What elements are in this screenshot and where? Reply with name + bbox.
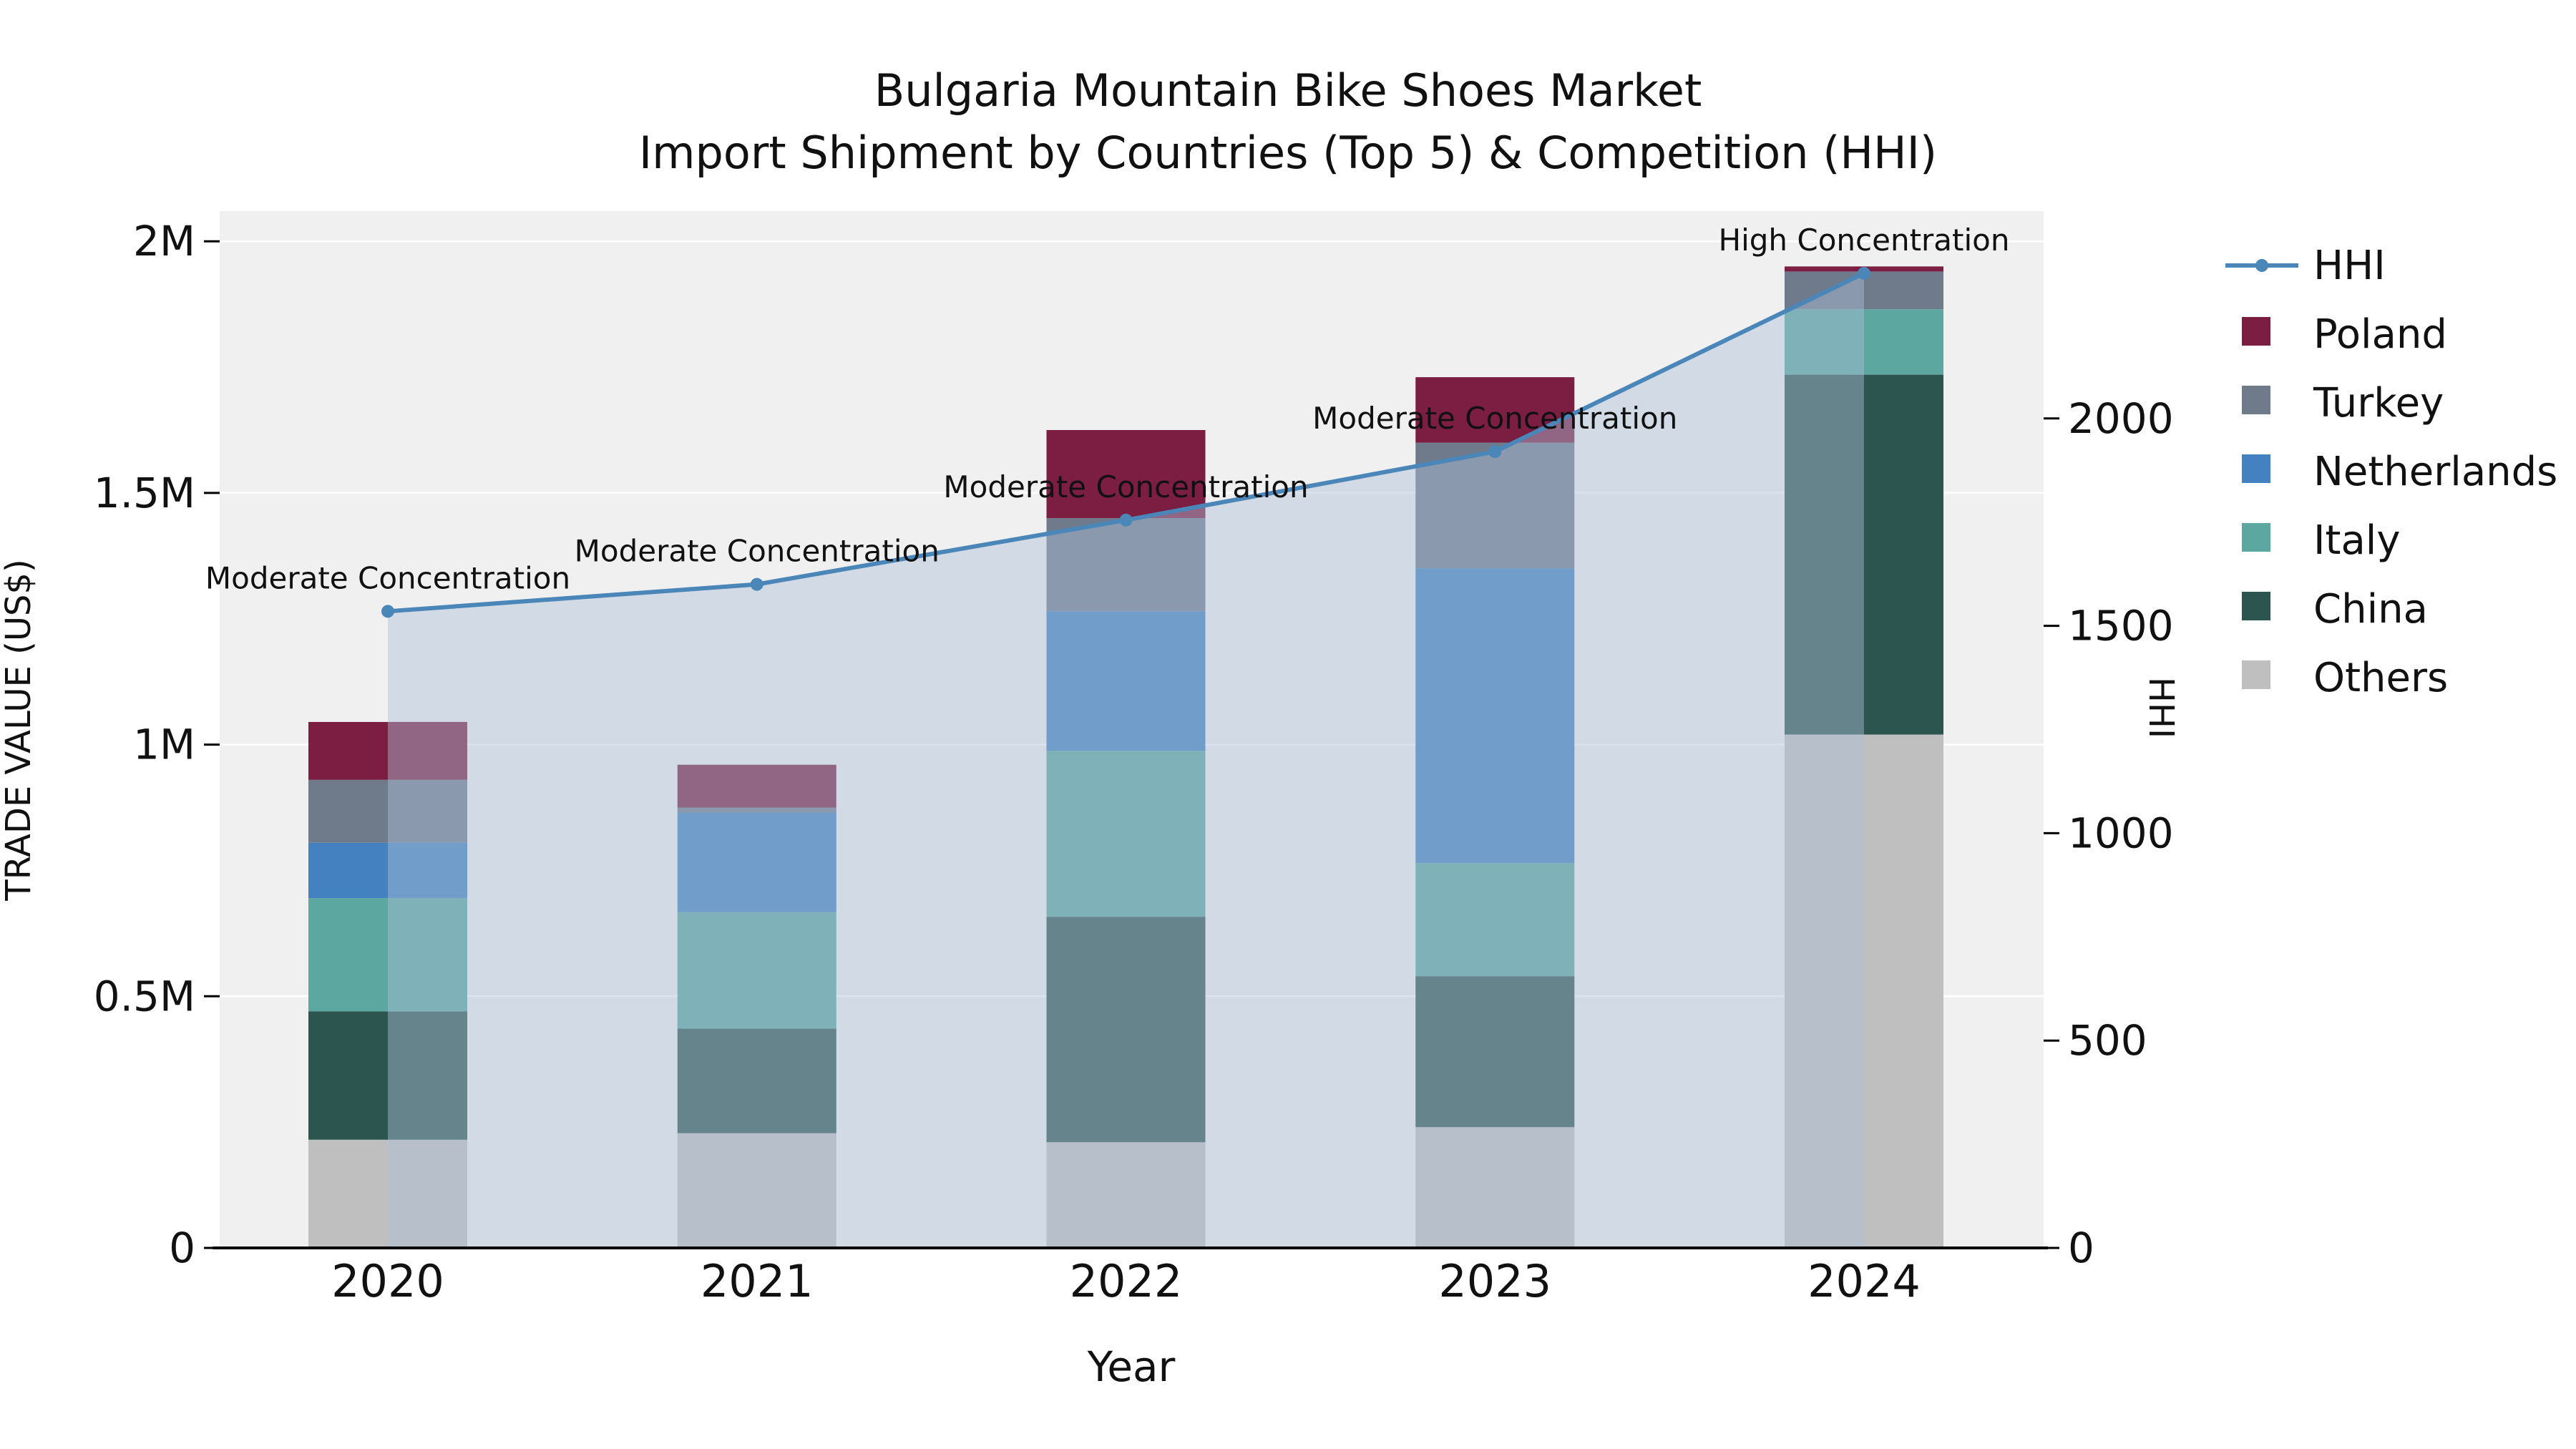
legend-color-swatch (2242, 454, 2270, 483)
bar-segment-others-2024 (1785, 734, 1943, 1248)
hhi-marker-2021 (750, 577, 763, 591)
y-right-tick-label: 1500 (2068, 602, 2174, 650)
bar-segment-netherlands-2021 (677, 812, 836, 912)
y-right-axis-title: HHI (2141, 677, 2181, 738)
x-tick-label-2024: 2024 (1807, 1255, 1921, 1307)
legend-item-poland: Poland (2242, 311, 2447, 358)
legend-label: Italy (2313, 517, 2401, 564)
bar-segment-china-2021 (677, 1028, 836, 1133)
legend-item-others: Others (2242, 655, 2448, 701)
chart-subtitle: Import Shipment by Countries (Top 5) & C… (639, 127, 1937, 179)
bar-segment-others-2023 (1415, 1127, 1575, 1248)
annotation-2024: High Concentration (1719, 223, 2010, 258)
y-right-tick-label: 0 (2068, 1224, 2094, 1272)
annotation-2021: Moderate Concentration (575, 534, 940, 569)
y-left-tick-label: 0 (169, 1224, 195, 1272)
legend-color-swatch (2242, 592, 2270, 620)
x-tick-label-2023: 2023 (1438, 1255, 1551, 1307)
legend-color-swatch (2242, 660, 2270, 689)
legend-label: Poland (2313, 311, 2447, 358)
bar-segment-china-2022 (1046, 917, 1206, 1143)
y-right-tick-label: 500 (2068, 1016, 2147, 1065)
hhi-marker-2023 (1488, 445, 1502, 459)
y-right-tick-label: 1000 (2068, 809, 2174, 857)
legend-label: Turkey (2313, 380, 2444, 426)
legend-color-swatch (2242, 386, 2270, 414)
bar-segment-china-2023 (1415, 976, 1575, 1128)
bar-segment-others-2020 (308, 1139, 467, 1248)
legend-item-hhi: HHI (2225, 243, 2386, 289)
x-tick-label-2022: 2022 (1070, 1255, 1183, 1307)
bar-segment-turkey-2020 (308, 779, 467, 843)
bar-segment-italy-2023 (1415, 862, 1575, 977)
legend-color-swatch (2242, 523, 2270, 552)
hhi-marker-2024 (1858, 266, 1870, 280)
legend-item-turkey: Turkey (2242, 380, 2444, 426)
hhi-marker-2020 (381, 605, 394, 618)
x-tick-label-2020: 2020 (331, 1255, 444, 1307)
bar-segment-poland-2022 (1046, 429, 1206, 519)
legend-label: Netherlands (2313, 449, 2557, 495)
legend-line-marker (2255, 259, 2268, 272)
annotation-2022: Moderate Concentration (943, 469, 1308, 504)
bar-segment-italy-2021 (677, 912, 836, 1029)
bar-segment-italy-2020 (308, 898, 467, 1012)
bar-segment-netherlands-2022 (1046, 611, 1206, 751)
bar-segment-china-2024 (1785, 374, 1943, 735)
annotation-2020: Moderate Concentration (205, 560, 570, 595)
y-left-tick-label: 1M (133, 721, 195, 769)
bar-segment-turkey-2021 (677, 807, 836, 813)
chart-title: Bulgaria Mountain Bike Shoes Market (874, 64, 1702, 117)
y-left-axis-title: TRADE VALUE (US$) (0, 559, 39, 901)
y-left-tick-label: 2M (133, 217, 195, 265)
legend-item-italy: Italy (2242, 517, 2401, 564)
y-left-tick-label: 1.5M (94, 469, 195, 517)
bar-segment-italy-2022 (1046, 751, 1206, 917)
legend-label: HHI (2313, 243, 2386, 289)
bar-segment-turkey-2022 (1046, 518, 1206, 612)
bar-segment-netherlands-2020 (308, 842, 467, 899)
bar-segment-poland-2021 (677, 764, 836, 808)
y-right-tick-label: 2000 (2068, 394, 2174, 443)
y-left-tick-label: 0.5M (94, 972, 195, 1020)
bar-segment-others-2021 (677, 1133, 836, 1248)
x-axis-title: Year (1087, 1342, 1176, 1391)
legend-item-china: China (2242, 586, 2428, 633)
x-tick-label-2021: 2021 (701, 1255, 814, 1307)
bar-segment-china-2020 (308, 1011, 467, 1140)
annotation-2023: Moderate Concentration (1312, 401, 1677, 436)
legend-item-netherlands: Netherlands (2242, 449, 2557, 495)
bar-segment-netherlands-2023 (1415, 568, 1575, 863)
bar-segment-poland-2020 (308, 721, 467, 780)
legend-label: Others (2313, 655, 2448, 701)
bar-segment-poland-2023 (1415, 377, 1575, 443)
legend-color-swatch (2242, 317, 2270, 346)
hhi-marker-2022 (1119, 513, 1133, 527)
bar-segment-others-2022 (1046, 1142, 1206, 1248)
legend: HHI Poland Turkey Netherlands Italy China Othe… (2225, 243, 2557, 701)
legend-label: China (2313, 586, 2428, 633)
hhi-area (388, 273, 1864, 1249)
bar-segment-italy-2024 (1785, 309, 1943, 375)
